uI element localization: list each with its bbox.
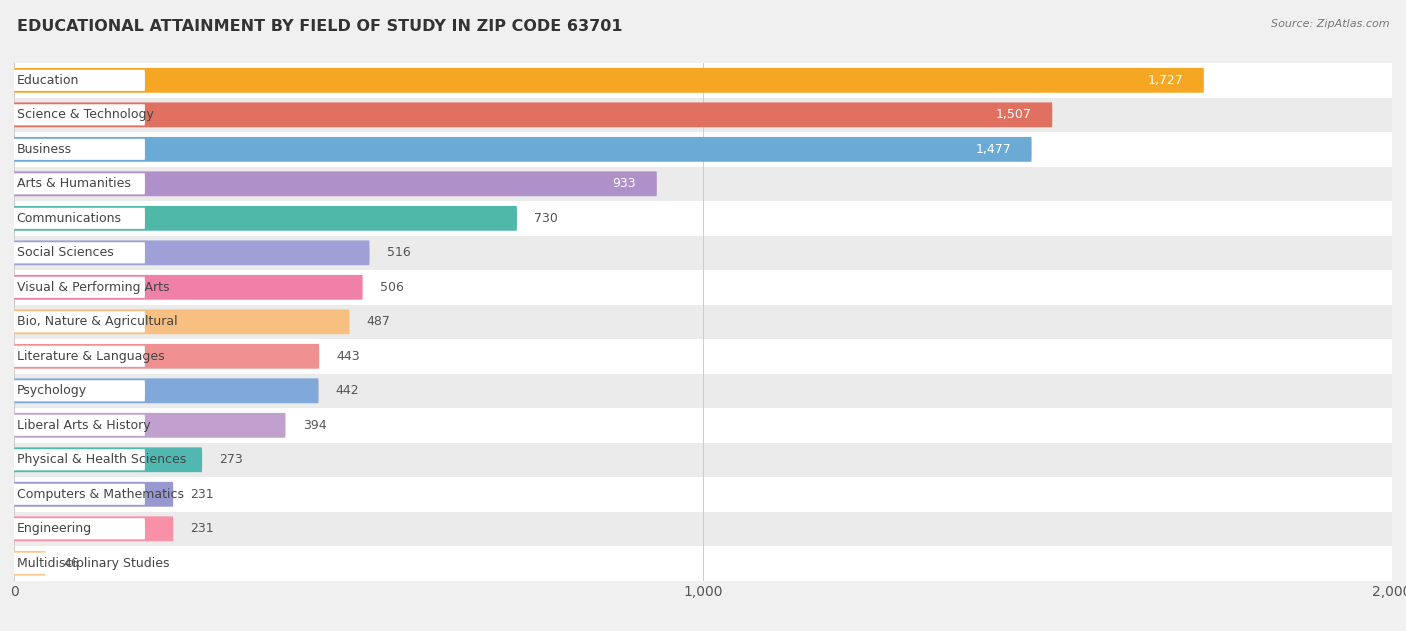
FancyBboxPatch shape	[11, 70, 145, 91]
Text: Engineering: Engineering	[17, 522, 91, 535]
FancyBboxPatch shape	[11, 449, 145, 470]
FancyBboxPatch shape	[14, 413, 285, 438]
Text: 394: 394	[302, 419, 326, 432]
FancyBboxPatch shape	[14, 551, 46, 575]
Text: 487: 487	[367, 316, 391, 328]
FancyBboxPatch shape	[11, 242, 145, 263]
Text: Physical & Health Sciences: Physical & Health Sciences	[17, 453, 186, 466]
Text: Bio, Nature & Agricultural: Bio, Nature & Agricultural	[17, 316, 177, 328]
FancyBboxPatch shape	[11, 174, 145, 194]
Text: 46: 46	[63, 557, 79, 570]
Text: 933: 933	[613, 177, 636, 191]
FancyBboxPatch shape	[11, 139, 145, 160]
Text: 231: 231	[190, 522, 214, 535]
Text: 1,727: 1,727	[1147, 74, 1184, 87]
Text: 273: 273	[219, 453, 243, 466]
Text: 730: 730	[534, 212, 558, 225]
Text: 231: 231	[190, 488, 214, 501]
Bar	[14, 167, 1392, 201]
Bar	[14, 270, 1392, 305]
Text: Education: Education	[17, 74, 79, 87]
FancyBboxPatch shape	[11, 518, 145, 540]
FancyBboxPatch shape	[11, 553, 145, 574]
FancyBboxPatch shape	[14, 379, 319, 403]
FancyBboxPatch shape	[11, 346, 145, 367]
Bar	[14, 201, 1392, 235]
Bar	[14, 477, 1392, 512]
Text: Arts & Humanities: Arts & Humanities	[17, 177, 131, 191]
Bar	[14, 442, 1392, 477]
Text: Liberal Arts & History: Liberal Arts & History	[17, 419, 150, 432]
Bar	[14, 132, 1392, 167]
FancyBboxPatch shape	[14, 206, 517, 231]
FancyBboxPatch shape	[11, 277, 145, 298]
Text: Business: Business	[17, 143, 72, 156]
Text: Visual & Performing Arts: Visual & Performing Arts	[17, 281, 169, 294]
Text: 443: 443	[336, 350, 360, 363]
FancyBboxPatch shape	[14, 344, 319, 369]
Bar	[14, 305, 1392, 339]
FancyBboxPatch shape	[14, 137, 1032, 162]
Text: Multidisciplinary Studies: Multidisciplinary Studies	[17, 557, 169, 570]
Text: Science & Technology: Science & Technology	[17, 109, 153, 121]
FancyBboxPatch shape	[11, 311, 145, 333]
Bar	[14, 339, 1392, 374]
FancyBboxPatch shape	[11, 104, 145, 126]
FancyBboxPatch shape	[14, 240, 370, 265]
FancyBboxPatch shape	[14, 172, 657, 196]
FancyBboxPatch shape	[14, 447, 202, 472]
Bar	[14, 235, 1392, 270]
Text: EDUCATIONAL ATTAINMENT BY FIELD OF STUDY IN ZIP CODE 63701: EDUCATIONAL ATTAINMENT BY FIELD OF STUDY…	[17, 19, 623, 34]
FancyBboxPatch shape	[14, 68, 1204, 93]
Bar	[14, 408, 1392, 442]
Text: Literature & Languages: Literature & Languages	[17, 350, 165, 363]
Bar	[14, 98, 1392, 132]
FancyBboxPatch shape	[11, 484, 145, 505]
Text: 1,507: 1,507	[995, 109, 1032, 121]
Bar	[14, 374, 1392, 408]
Text: 1,477: 1,477	[976, 143, 1011, 156]
FancyBboxPatch shape	[14, 102, 1052, 127]
Text: Computers & Mathematics: Computers & Mathematics	[17, 488, 184, 501]
Text: 506: 506	[380, 281, 404, 294]
FancyBboxPatch shape	[14, 482, 173, 507]
FancyBboxPatch shape	[14, 309, 350, 334]
Bar	[14, 512, 1392, 546]
Text: 442: 442	[336, 384, 360, 398]
FancyBboxPatch shape	[11, 208, 145, 229]
FancyBboxPatch shape	[14, 516, 173, 541]
Text: Psychology: Psychology	[17, 384, 87, 398]
FancyBboxPatch shape	[11, 415, 145, 436]
Text: Source: ZipAtlas.com: Source: ZipAtlas.com	[1271, 19, 1389, 29]
Bar	[14, 546, 1392, 581]
Bar	[14, 63, 1392, 98]
Text: Communications: Communications	[17, 212, 121, 225]
Text: 516: 516	[387, 246, 411, 259]
Text: Social Sciences: Social Sciences	[17, 246, 114, 259]
FancyBboxPatch shape	[11, 380, 145, 401]
FancyBboxPatch shape	[14, 275, 363, 300]
